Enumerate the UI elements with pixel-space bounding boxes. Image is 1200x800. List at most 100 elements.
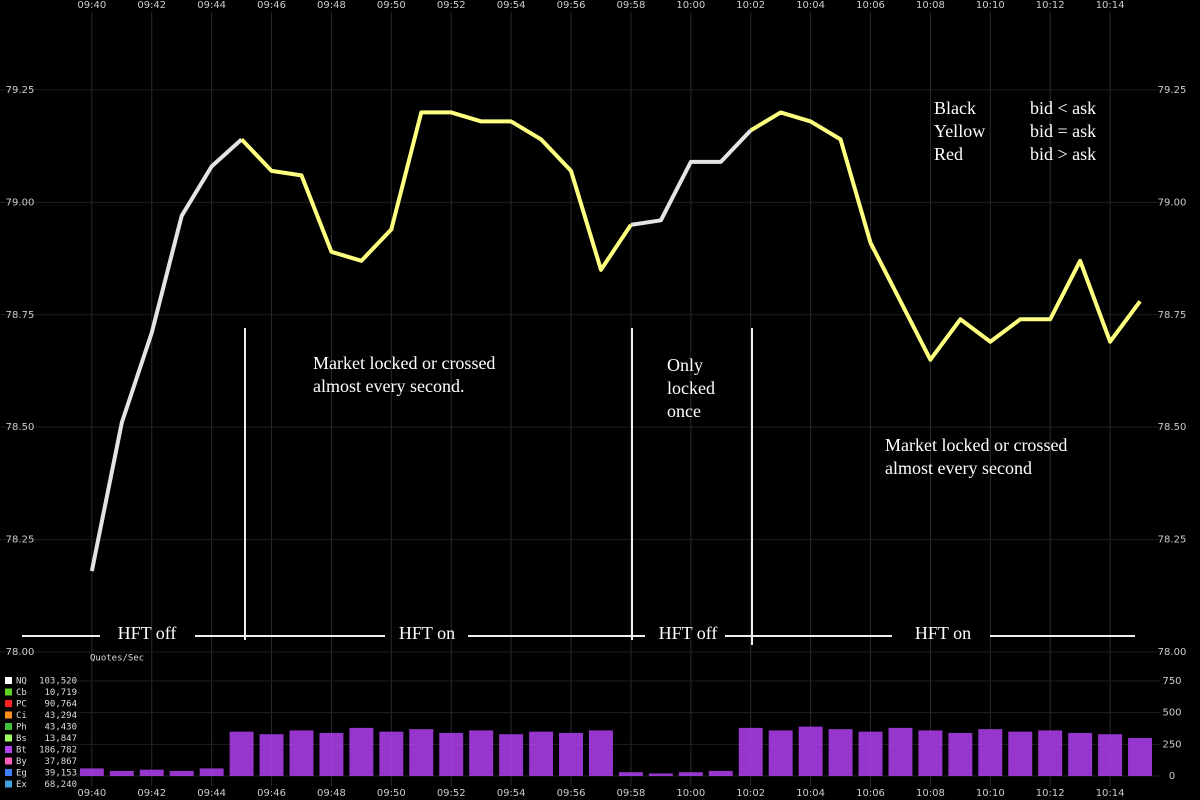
bar — [139, 769, 164, 776]
legend-name: Bs — [16, 734, 27, 744]
legend-marker — [5, 723, 12, 730]
legend-count: 103,520 — [39, 677, 77, 687]
x-tick-label: 10:14 — [1096, 788, 1125, 799]
legend-marker — [5, 677, 12, 684]
regime-label: HFT on — [399, 623, 455, 643]
legend-count: 68,240 — [44, 780, 77, 790]
bar — [439, 732, 464, 776]
bar — [618, 772, 643, 776]
annotation: almost every second — [885, 458, 1032, 478]
bar — [259, 734, 284, 776]
regime-lines — [22, 328, 1135, 645]
bar — [109, 770, 134, 776]
bar — [978, 729, 1003, 776]
price-line — [240, 110, 1142, 362]
x-tick-label: 09:40 — [77, 788, 106, 799]
x-tick-label: 09:48 — [317, 788, 346, 799]
y-tick-label: 78.25 — [6, 535, 35, 546]
bar — [738, 727, 763, 776]
bar — [1038, 730, 1063, 776]
legend-name: Ci — [16, 711, 27, 721]
y-tick-label: 78.00 — [1158, 647, 1187, 658]
x-tick-label: 09:58 — [617, 788, 646, 799]
legend-meaning: bid = ask — [1030, 121, 1096, 141]
bar — [199, 768, 224, 776]
legend-name: Bt — [16, 746, 27, 756]
y-tick-label: 750 — [1162, 676, 1181, 687]
bar — [559, 732, 584, 776]
bar — [499, 734, 524, 776]
bar — [768, 730, 793, 776]
x-tick-label: 10:08 — [916, 0, 945, 11]
bar — [678, 772, 703, 776]
legend-marker — [5, 757, 12, 765]
bar — [1098, 734, 1123, 776]
y-tick-label: 0 — [1169, 771, 1175, 782]
x-tick-label: 09:40 — [77, 0, 106, 11]
legend-marker — [5, 780, 12, 788]
regime-label: HFT off — [659, 623, 718, 643]
legend-name: By — [16, 757, 27, 767]
bar — [918, 730, 943, 776]
legend-count: 43,294 — [44, 711, 77, 721]
y-tick-label: 78.50 — [1158, 422, 1187, 433]
bar — [169, 770, 194, 776]
legend-name: Eg — [16, 769, 27, 779]
legend-meaning: bid < ask — [1030, 98, 1096, 118]
bar — [948, 732, 973, 776]
x-tick-label: 10:06 — [856, 0, 885, 11]
legend-marker — [5, 746, 12, 753]
y-tick-label: 78.75 — [1158, 310, 1187, 321]
legend-count: 186,782 — [39, 746, 77, 756]
panel-title: Quotes/Sec — [90, 654, 144, 664]
y-tick-label: 250 — [1162, 739, 1181, 750]
x-tick-label: 10:14 — [1096, 0, 1125, 11]
x-tick-label: 09:58 — [617, 0, 646, 11]
y-tick-label: 79.25 — [1158, 85, 1187, 96]
bar — [409, 729, 434, 776]
legend-label: Red — [934, 144, 963, 164]
bar — [858, 731, 883, 776]
bar — [798, 726, 823, 776]
bar — [289, 730, 314, 776]
legend-marker — [5, 769, 12, 776]
x-tick-label: 09:46 — [257, 788, 286, 799]
x-tick-label: 09:44 — [197, 0, 226, 11]
y-tick-label: 79.00 — [1158, 197, 1187, 208]
x-tick-label: 10:02 — [736, 788, 765, 799]
annotation: Market locked or crossed — [885, 435, 1067, 455]
annotation: almost every second. — [313, 376, 464, 396]
x-tick-label: 10:04 — [796, 0, 825, 11]
x-tick-label: 10:00 — [676, 788, 705, 799]
legend-name: PC — [16, 700, 27, 710]
y-tick-label: 79.00 — [6, 197, 35, 208]
bar — [1068, 732, 1093, 776]
x-tick-label: 10:04 — [796, 788, 825, 799]
bar — [319, 732, 344, 776]
legend-count: 37,867 — [44, 757, 77, 767]
legend-count: 13,847 — [44, 734, 77, 744]
bar — [529, 731, 554, 776]
regime-label: HFT on — [915, 623, 971, 643]
x-tick-label: 10:12 — [1036, 788, 1065, 799]
bar — [1128, 738, 1153, 776]
x-tick-label: 10:02 — [736, 0, 765, 11]
bar — [888, 727, 913, 776]
legend-marker — [5, 700, 12, 707]
bar — [229, 731, 254, 776]
y-tick-label: 78.50 — [6, 422, 35, 433]
annotation: Only — [667, 355, 703, 375]
x-tick-label: 09:46 — [257, 0, 286, 11]
legend-name: Ex — [16, 780, 27, 790]
bar — [588, 730, 613, 776]
legend-name: NQ — [16, 677, 27, 687]
y-tick-label: 500 — [1162, 708, 1181, 719]
legend-count: 90,764 — [44, 700, 77, 710]
legend-name: Cb — [16, 688, 27, 698]
legend-marker — [5, 711, 12, 719]
legend-meaning: bid > ask — [1030, 144, 1096, 164]
x-tick-label: 10:00 — [676, 0, 705, 11]
bar — [379, 731, 404, 776]
legend-count: 39,153 — [44, 769, 77, 779]
